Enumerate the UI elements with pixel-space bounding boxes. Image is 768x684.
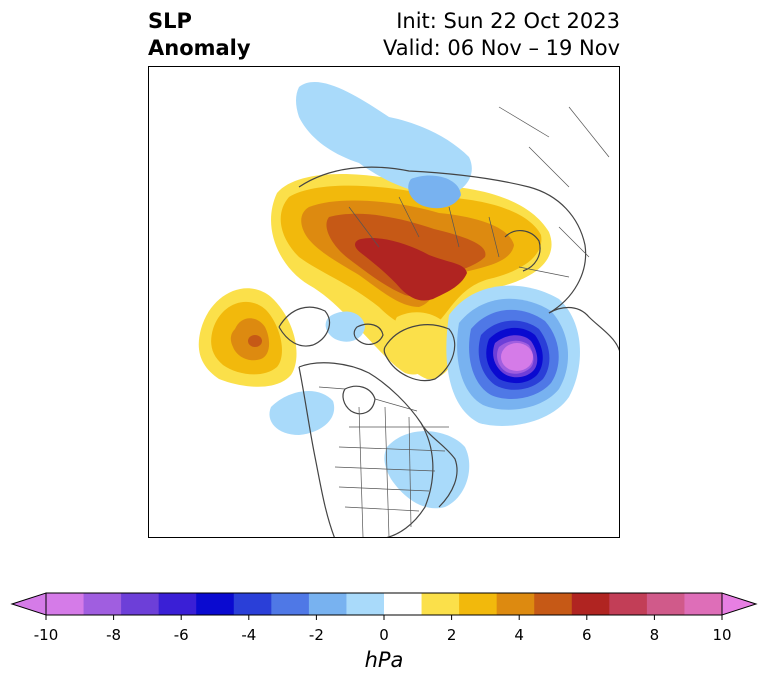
valid-range-label: Valid: 06 Nov – 19 Nov [383, 36, 620, 60]
colorbar-bin [609, 593, 648, 615]
colorbar-bin [571, 593, 610, 615]
anomaly-contour-canada-yellow [394, 312, 456, 380]
colorbar-tick-label: 8 [649, 626, 660, 644]
colorbar-bin [121, 593, 160, 615]
colorbar-tick-label: 6 [582, 626, 592, 644]
coastline-europe [548, 306, 619, 351]
anomaly-contour-pacific-lightblue [269, 390, 335, 435]
map-outlines [278, 166, 619, 537]
colorbar-bin [196, 593, 235, 615]
colorbar-tick-label: -4 [241, 626, 257, 644]
colorbar-outline [45, 592, 723, 616]
colorbar-bin [308, 593, 347, 615]
init-date-label: Init: Sun 22 Oct 2023 [396, 9, 620, 33]
colorbar-tick-label: 0 [379, 626, 389, 644]
colorbar-overflow-arrow [721, 592, 758, 616]
colorbar-unit-label: hPa [364, 648, 404, 672]
colorbar-bin [421, 593, 460, 615]
anomaly-contour-hudson-lightblue [325, 311, 365, 342]
coastline-eurasia [298, 166, 587, 314]
anomaly-map [198, 82, 619, 537]
colorbar-bin [271, 593, 310, 615]
anomaly-contour-atlantic-magenta [501, 343, 533, 371]
colorbar-tick-label: 2 [446, 626, 457, 644]
colorbar-bin [459, 593, 498, 615]
positive-anomalies [198, 173, 552, 387]
coastline-scandinavia [504, 230, 541, 272]
colorbar-tick-label: -8 [106, 626, 122, 644]
colorbar-tick-label: -2 [308, 626, 324, 644]
colorbar-bin [496, 593, 535, 615]
coastline-west-coast [298, 366, 335, 537]
colorbar-bin [534, 593, 573, 615]
colorbar-bin [384, 593, 423, 615]
coastline-hudson-bay [342, 385, 376, 415]
map-panel[interactable] [148, 66, 620, 538]
colorbar-underflow-arrow [10, 592, 47, 616]
negative-anomalies [269, 82, 580, 509]
anomaly-contour-siberia-red [355, 237, 467, 301]
forecast-dates: Init: Sun 22 Oct 2023 Valid: 06 Nov – 19… [383, 8, 620, 62]
colorbar-tick-label: 10 [712, 626, 732, 644]
coastline-arctic-islands [353, 323, 384, 345]
coastline-alaska [278, 306, 330, 347]
colorbar-tick-label: -10 [33, 626, 59, 644]
coastline-greenland [383, 324, 456, 382]
coastline-eastern-us [420, 422, 458, 508]
colorbar-tick-label: -6 [173, 626, 189, 644]
anomaly-contour-alaska-rust [248, 335, 262, 347]
colorbar-bin [158, 593, 197, 615]
title-line-anomaly: Anomaly [148, 36, 251, 60]
anomaly-contour-north-blue [408, 175, 461, 209]
colorbar-bin [233, 593, 272, 615]
colorbar-bin [684, 593, 723, 615]
colorbar-bin [646, 593, 685, 615]
colorbar-bin [46, 593, 85, 615]
colorbar-bin [83, 593, 122, 615]
colorbar-bin [346, 593, 385, 615]
map-title: SLP Anomaly [148, 8, 251, 62]
anomaly-contour-north-lightblue [296, 82, 472, 196]
colorbar-ticks [45, 615, 723, 620]
political-borders [318, 106, 610, 537]
colorbar-tick-label: 4 [514, 626, 524, 644]
colorbar-bins [46, 593, 723, 615]
title-line-slp: SLP [148, 9, 192, 33]
